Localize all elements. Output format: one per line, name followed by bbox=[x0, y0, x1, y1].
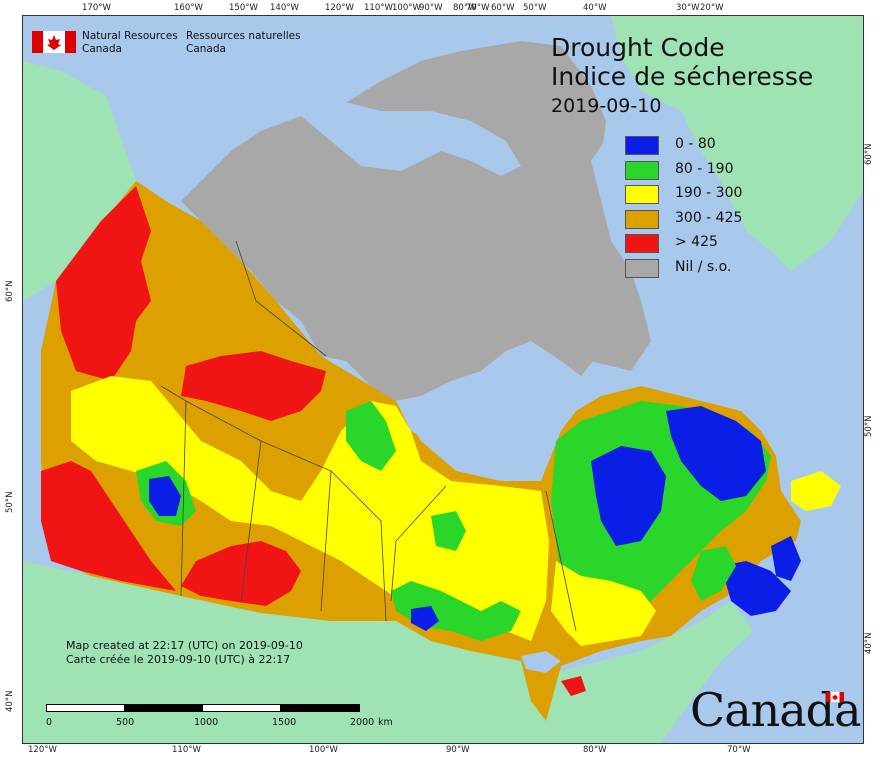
drought-red-south-ontario bbox=[561, 676, 586, 696]
legend-label: Nil / s.o. bbox=[675, 258, 732, 275]
drought-blue-west bbox=[149, 476, 181, 516]
top-tick-label: 50°W bbox=[523, 3, 547, 13]
scale-bar-segment bbox=[280, 704, 360, 712]
bottom-tick-label: 110°W bbox=[172, 745, 201, 755]
legend-swatch bbox=[625, 185, 659, 204]
arctic-nil-region bbox=[181, 41, 641, 401]
drought-green-nunavut bbox=[346, 401, 396, 471]
title-english: Drought Code bbox=[551, 33, 725, 62]
scale-bar-label: 0 bbox=[46, 717, 53, 728]
top-tick-label: 110°W bbox=[364, 3, 393, 13]
agency-fr-line1: Ressources naturelles bbox=[186, 30, 301, 42]
great-lakes bbox=[521, 651, 561, 673]
left-tick-label: 60°N bbox=[5, 280, 15, 302]
right-tick-label: 60°N bbox=[864, 143, 874, 165]
legend-label: 0 - 80 bbox=[675, 136, 716, 152]
top-tick-label: 90°W bbox=[419, 3, 443, 13]
top-tick-label: 70°W bbox=[466, 3, 490, 13]
map-credit: Map created at 22:17 (UTC) on 2019-09-10… bbox=[66, 639, 303, 667]
scale-bar-label: 500 bbox=[116, 717, 135, 728]
drought-yellow-west-coast bbox=[71, 376, 549, 641]
legend-swatch bbox=[625, 234, 659, 253]
map-title: Drought Code Indice de sécheresse 2019-0… bbox=[551, 33, 813, 119]
top-tick-label: 120°W bbox=[325, 3, 354, 13]
bottom-tick-label: 100°W bbox=[309, 745, 338, 755]
scale-bar-segment bbox=[46, 704, 126, 712]
agency-en-line1: Natural Resources bbox=[82, 30, 178, 42]
right-tick-label: 40°N bbox=[864, 632, 874, 654]
top-tick-label: 60°W bbox=[491, 3, 515, 13]
credit-english: Map created at 22:17 (UTC) on 2019-09-10 bbox=[66, 639, 303, 652]
scale-bar-label: 2000 bbox=[350, 717, 375, 728]
agency-fr-line2: Canada bbox=[186, 43, 226, 55]
baffin-island bbox=[511, 231, 651, 371]
drought-yellow-newfoundland bbox=[791, 471, 841, 511]
canada-flag-icon bbox=[32, 31, 76, 53]
drought-blue-maritimes bbox=[721, 561, 791, 616]
drought-blue-newfoundland bbox=[771, 536, 801, 581]
credit-french: Carte créée le 2019-09-10 (UTC) à 22:17 bbox=[66, 653, 291, 666]
wordmark-flag-icon bbox=[826, 692, 844, 702]
top-tick-label: 100°W bbox=[392, 3, 421, 13]
legend-label: 190 - 300 bbox=[675, 185, 743, 201]
legend-swatch bbox=[625, 209, 659, 229]
legend-swatch bbox=[625, 136, 659, 155]
legend-swatch bbox=[625, 160, 659, 180]
top-tick-label: 30°W bbox=[676, 3, 700, 13]
drought-red-bc-coast bbox=[41, 461, 176, 591]
drought-green-maritimes bbox=[691, 546, 736, 601]
northern-channel bbox=[301, 101, 521, 176]
top-tick-label: 150°W bbox=[229, 3, 258, 13]
scale-bar-unit: km bbox=[378, 717, 393, 728]
province-boundaries bbox=[160, 240, 577, 632]
scale-bar-label: 1500 bbox=[272, 717, 297, 728]
greenland-land bbox=[611, 16, 863, 271]
scale-bar-segment bbox=[202, 704, 282, 712]
drought-red-north-west bbox=[56, 186, 151, 381]
top-tick-label: 80°W bbox=[453, 3, 477, 13]
drought-blue-ontario bbox=[411, 606, 439, 631]
agency-en-line2: Canada bbox=[82, 43, 122, 55]
map-date: 2019-09-10 bbox=[551, 95, 662, 117]
hudson-bay bbox=[396, 376, 546, 476]
right-tick-label: 50°N bbox=[864, 415, 874, 437]
drought-red-alberta bbox=[181, 541, 301, 606]
legend-label: 300 - 425 bbox=[675, 209, 743, 226]
top-tick-label: 170°W bbox=[82, 3, 111, 13]
scale-bar: 0 500 1000 1500 2000 km bbox=[46, 704, 393, 734]
drought-map bbox=[23, 16, 863, 743]
drought-blue-labrador bbox=[666, 406, 766, 501]
alaska-land bbox=[23, 61, 136, 301]
legend-label: 80 - 190 bbox=[675, 160, 734, 177]
drought-red-gsl bbox=[181, 351, 326, 421]
drought-blue-quebec bbox=[591, 446, 666, 546]
legend-label: > 425 bbox=[675, 234, 718, 250]
left-tick-label: 50°N bbox=[5, 491, 15, 513]
top-tick-label: 20°W bbox=[700, 3, 724, 13]
drought-yellow-quebec-south bbox=[551, 561, 656, 646]
legend-swatch bbox=[625, 258, 659, 278]
top-tick-label: 40°W bbox=[583, 3, 607, 13]
bottom-tick-label: 90°W bbox=[446, 745, 470, 755]
title-french: Indice de sécheresse bbox=[551, 62, 814, 91]
top-tick-label: 140°W bbox=[270, 3, 299, 13]
bottom-tick-label: 70°W bbox=[727, 745, 751, 755]
map-canvas[interactable] bbox=[22, 15, 864, 744]
left-tick-label: 40°N bbox=[5, 690, 15, 712]
drought-green-sask bbox=[431, 511, 466, 551]
top-tick-label: 160°W bbox=[174, 3, 203, 13]
scale-bar-segment bbox=[124, 704, 204, 712]
bottom-tick-label: 80°W bbox=[583, 745, 607, 755]
bottom-tick-label: 120°W bbox=[28, 745, 57, 755]
usa-land bbox=[23, 561, 753, 743]
scale-bar-label: 1000 bbox=[194, 717, 219, 728]
